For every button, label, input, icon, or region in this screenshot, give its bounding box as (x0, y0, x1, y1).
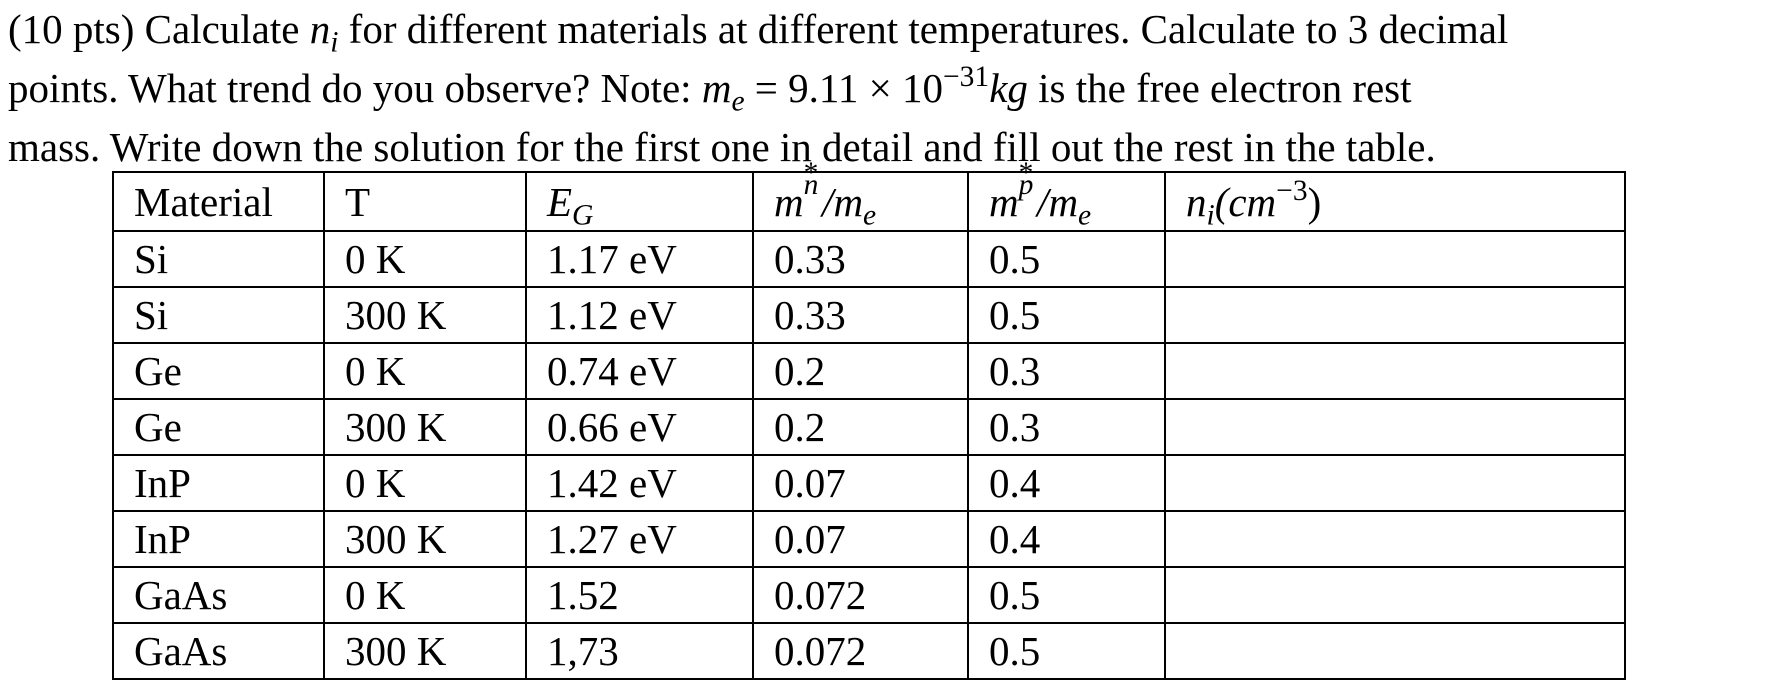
mn-denominator-subscript: e (863, 198, 877, 231)
table-header-row: Material T EG m * n/me m * p/me ni(cm−3) (112, 158, 1626, 232)
cell-material: InP (112, 454, 325, 512)
cell-temperature: 300 K (323, 510, 527, 568)
cell-material: Si (112, 230, 325, 288)
cell-mp: 0.3 (967, 342, 1166, 400)
eg-base: E (547, 178, 573, 225)
cell-bandgap: 0.66 eV (525, 398, 754, 456)
ni-header-base: n (1186, 178, 1207, 225)
cell-temperature: 300 K (323, 622, 527, 680)
mp-denominator: /m (1037, 178, 1079, 225)
table-row: InP 300 K 1.27 eV 0.07 0.4 (112, 510, 1626, 568)
cell-ni[interactable] (1164, 342, 1626, 400)
mn-base: m (774, 178, 804, 225)
cell-mn: 0.07 (752, 454, 969, 512)
ni-unit: (cm (1214, 178, 1277, 225)
cell-bandgap: 1.17 eV (525, 230, 754, 288)
problem-line1-suffix: for different materials at different tem… (338, 6, 1509, 52)
cell-bandgap: 1.27 eV (525, 510, 754, 568)
me-symbol: me (701, 65, 745, 116)
me-base: m (701, 65, 732, 111)
cell-bandgap: 1,73 (525, 622, 754, 680)
cell-mp: 0.3 (967, 398, 1166, 456)
problem-line2-suffix: is the free electron rest (1027, 65, 1412, 111)
cell-mp: 0.5 (967, 622, 1166, 680)
cell-mp: 0.5 (967, 566, 1166, 624)
cell-mn: 0.072 (752, 622, 969, 680)
header-temperature: T (323, 171, 527, 232)
problem-statement: (10 pts) Calculate ni for different mate… (8, 0, 1758, 177)
header-electron-effective-mass: m * n/me (752, 158, 969, 232)
cell-mn: 0.07 (752, 510, 969, 568)
problem-line-2: points. What trend do you observe? Note:… (8, 59, 1758, 118)
ni-subscript: i (330, 26, 339, 59)
cell-ni[interactable] (1164, 622, 1626, 680)
cell-bandgap: 1.12 eV (525, 286, 754, 344)
table-row: GaAs 0 K 1.52 0.072 0.5 (112, 566, 1626, 624)
problem-line1-prefix: (10 pts) Calculate (8, 6, 310, 52)
mp-base: m (989, 178, 1019, 225)
problem-line-3: mass. Write down the solution for the fi… (8, 124, 1436, 170)
cell-mn: 0.2 (752, 342, 969, 400)
table-row: Ge 0 K 0.74 eV 0.2 0.3 (112, 342, 1626, 400)
cell-material: GaAs (112, 566, 325, 624)
ni-symbol: ni (309, 6, 339, 57)
cell-mn: 0.33 (752, 230, 969, 288)
materials-table: Material T EG m * n/me m * p/me ni(cm−3) Si … (112, 158, 1626, 680)
header-hole-effective-mass: m * p/me (967, 158, 1166, 232)
mass-unit: kg (989, 65, 1028, 111)
table-row: InP 0 K 1.42 eV 0.07 0.4 (112, 454, 1626, 512)
table-row: Si 0 K 1.17 eV 0.33 0.5 (112, 230, 1626, 288)
cell-temperature: 0 K (323, 454, 527, 512)
cell-ni[interactable] (1164, 286, 1626, 344)
eg-subscript: G (572, 198, 594, 231)
cell-mn: 0.33 (752, 286, 969, 344)
header-bandgap: EG (525, 171, 754, 232)
cell-mp: 0.5 (967, 230, 1166, 288)
cell-material: Ge (112, 398, 325, 456)
cell-ni[interactable] (1164, 510, 1626, 568)
cell-temperature: 0 K (323, 342, 527, 400)
cell-material: Si (112, 286, 325, 344)
cell-ni[interactable] (1164, 398, 1626, 456)
cell-temperature: 0 K (323, 566, 527, 624)
cell-material: Ge (112, 342, 325, 400)
electron-mass-exponent: −31 (943, 60, 990, 93)
header-material: Material (112, 171, 325, 232)
table-row: Ge 300 K 0.66 eV 0.2 0.3 (112, 398, 1626, 456)
cell-bandgap: 1.42 eV (525, 454, 754, 512)
mn-denominator: /m (822, 178, 864, 225)
cell-bandgap: 1.52 (525, 566, 754, 624)
electron-mass-value: = 9.11 × 10 (744, 65, 944, 111)
problem-line2-prefix: points. What trend do you observe? Note: (8, 65, 702, 111)
cell-ni[interactable] (1164, 454, 1626, 512)
cell-material: GaAs (112, 622, 325, 680)
cell-bandgap: 0.74 eV (525, 342, 754, 400)
ni-header-subscript: i (1206, 198, 1215, 231)
cell-temperature: 300 K (323, 286, 527, 344)
problem-line-1: (10 pts) Calculate ni for different mate… (8, 0, 1758, 59)
mp-denominator-subscript: e (1078, 198, 1092, 231)
cell-temperature: 0 K (323, 230, 527, 288)
cell-temperature: 300 K (323, 398, 527, 456)
cell-mp: 0.4 (967, 454, 1166, 512)
table-row: Si 300 K 1.12 eV 0.33 0.5 (112, 286, 1626, 344)
header-intrinsic-carrier-concentration: ni(cm−3) (1164, 171, 1626, 232)
ni-unit-exponent: −3 (1276, 174, 1308, 207)
cell-mp: 0.4 (967, 510, 1166, 568)
cell-mp: 0.5 (967, 286, 1166, 344)
cell-material: InP (112, 510, 325, 568)
me-subscript: e (731, 85, 745, 118)
ni-base: n (309, 6, 331, 52)
cell-mn: 0.2 (752, 398, 969, 456)
ni-unit-close: ) (1307, 178, 1322, 225)
table-row: GaAs 300 K 1,73 0.072 0.5 (112, 622, 1626, 680)
cell-ni[interactable] (1164, 566, 1626, 624)
cell-ni[interactable] (1164, 230, 1626, 288)
cell-mn: 0.072 (752, 566, 969, 624)
